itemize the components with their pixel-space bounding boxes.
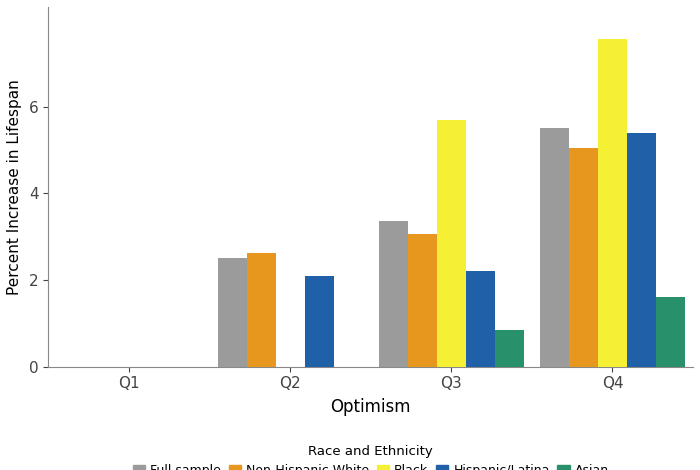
Bar bbox=[218, 258, 246, 367]
Legend: Full sample, Non-Hispanic White, Black, Hispanic/Latina, Asian: Full sample, Non-Hispanic White, Black, … bbox=[132, 445, 609, 470]
Bar bbox=[656, 297, 685, 367]
Bar bbox=[466, 271, 495, 367]
Bar bbox=[627, 133, 656, 367]
Bar bbox=[569, 148, 598, 367]
Bar bbox=[408, 235, 437, 367]
Bar bbox=[495, 330, 524, 367]
Bar bbox=[246, 253, 276, 367]
Bar bbox=[437, 119, 466, 367]
Bar bbox=[304, 275, 334, 367]
Bar bbox=[540, 128, 569, 367]
Bar bbox=[379, 221, 408, 367]
Y-axis label: Percent Increase in Lifespan: Percent Increase in Lifespan bbox=[7, 79, 22, 295]
X-axis label: Optimism: Optimism bbox=[330, 398, 411, 416]
Bar bbox=[598, 39, 627, 367]
